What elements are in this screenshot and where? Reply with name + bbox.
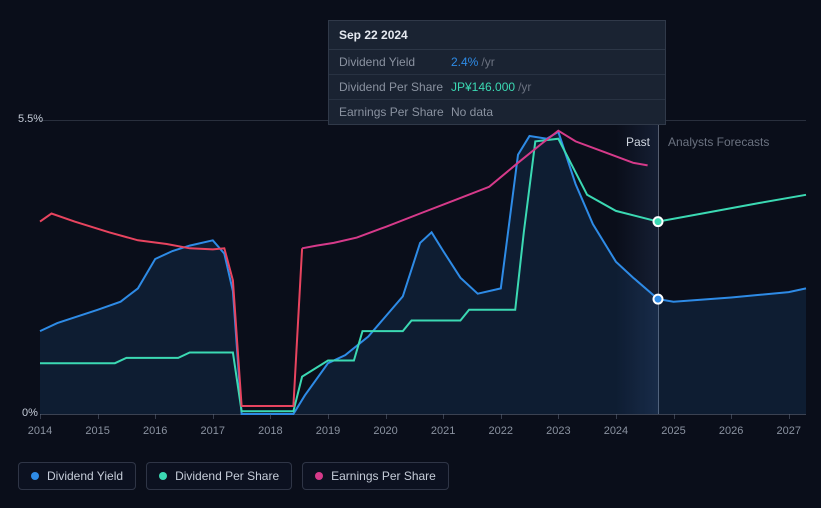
x-axis-labels: 2014201520162017201820192020202120222023… [40,425,806,445]
tooltip-value: JP¥146.000 [451,80,515,94]
x-tick [40,414,41,419]
legend-label: Earnings Per Share [331,469,436,483]
dividend-chart: 5.5% 0% Past Analysts Forecasts 20142015… [0,0,821,508]
x-tick-label: 2027 [776,425,800,437]
legend-dot [159,472,167,480]
x-tick [616,414,617,419]
tooltip-row: Dividend Yield2.4%/yr [329,50,665,75]
tooltip-value: 2.4% [451,55,478,69]
x-tick [501,414,502,419]
tooltip-row: Earnings Per ShareNo data [329,100,665,124]
x-tick-label: 2021 [431,425,455,437]
tooltip-key: Dividend Yield [339,55,451,69]
legend-label: Dividend Per Share [175,469,279,483]
x-tick [731,414,732,419]
x-tick [558,414,559,419]
legend-item-dividend-yield[interactable]: Dividend Yield [18,462,136,490]
chart-svg[interactable] [40,120,806,414]
x-tick-label: 2017 [201,425,225,437]
dividend-yield-area [40,132,806,414]
chart-legend: Dividend Yield Dividend Per Share Earnings… [18,462,449,490]
tooltip-key: Dividend Per Share [339,80,451,94]
x-tick-label: 2016 [143,425,167,437]
legend-item-earnings-per-share[interactable]: Earnings Per Share [302,462,449,490]
x-tick-label: 2026 [719,425,743,437]
x-tick-label: 2025 [661,425,685,437]
x-tick-label: 2022 [489,425,513,437]
x-tick [674,414,675,419]
x-tick [155,414,156,419]
x-tick [789,414,790,419]
tooltip-date: Sep 22 2024 [329,21,665,50]
tooltip-unit: /yr [481,55,494,69]
x-tick [443,414,444,419]
dividend-yield-marker[interactable] [654,295,663,304]
x-tick [386,414,387,419]
tooltip-unit: /yr [518,80,531,94]
legend-item-dividend-per-share[interactable]: Dividend Per Share [146,462,292,490]
x-tick [328,414,329,419]
tooltip-value: No data [451,105,493,119]
x-tick [98,414,99,419]
tooltip-row: Dividend Per ShareJP¥146.000/yr [329,75,665,100]
dividend-per-share-marker[interactable] [654,217,663,226]
legend-dot [31,472,39,480]
x-tick [213,414,214,419]
tooltip-key: Earnings Per Share [339,105,451,119]
x-tick-label: 2018 [258,425,282,437]
legend-dot [315,472,323,480]
legend-label: Dividend Yield [47,469,123,483]
chart-tooltip: Sep 22 2024 Dividend Yield2.4%/yrDividen… [328,20,666,125]
x-tick-label: 2023 [546,425,570,437]
x-tick-label: 2020 [373,425,397,437]
y-label-min: 0% [22,407,38,419]
x-tick [270,414,271,419]
x-tick-label: 2014 [28,425,52,437]
x-tick-label: 2015 [85,425,109,437]
x-tick-label: 2024 [604,425,628,437]
x-tick-label: 2019 [316,425,340,437]
